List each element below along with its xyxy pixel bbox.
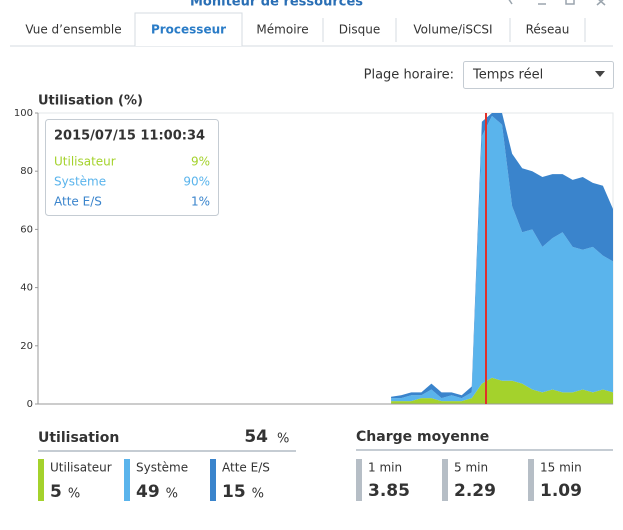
load-bar: [528, 459, 534, 501]
area-2: [391, 113, 613, 399]
y-tick-label: 0: [27, 399, 33, 410]
area-1: [391, 115, 613, 402]
window-controls[interactable]: [508, 0, 606, 6]
usage-unit: %: [252, 487, 264, 502]
load-name: 15 min: [540, 461, 582, 475]
window-title: Moniteur de ressources: [190, 0, 363, 10]
y-tick-label: 40: [20, 283, 33, 294]
tooltip-name: Atte E/S: [54, 195, 102, 209]
tab[interactable]: Vue d’ensemble: [25, 23, 121, 37]
usage-unit: %: [166, 487, 178, 502]
y-tick-label: 60: [20, 224, 33, 235]
tooltip-name: Système: [54, 175, 106, 189]
usage-name: Utilisateur: [50, 461, 112, 475]
load-value: 1.09: [540, 481, 582, 501]
usage-name: Système: [136, 461, 188, 475]
load-value: 3.85: [368, 481, 410, 501]
y-tick-label: 100: [14, 108, 33, 119]
active-tab: [134, 12, 243, 46]
time-range-label: Plage horaire:: [364, 68, 454, 83]
time-range-select[interactable]: [463, 61, 614, 89]
chart-title: Utilisation (%): [38, 94, 143, 109]
tab[interactable]: Disque: [339, 23, 380, 37]
usage-bar: [210, 459, 216, 501]
utilisation-title: Utilisation: [38, 430, 119, 446]
usage-unit: %: [68, 487, 80, 502]
usage-bar: [38, 459, 44, 501]
tooltip-value: 90%: [183, 175, 210, 189]
time-range-value: Temps réel: [472, 68, 543, 83]
tab[interactable]: Réseau: [526, 23, 570, 37]
load-title: Charge moyenne: [356, 429, 489, 445]
load-value: 2.29: [454, 481, 496, 501]
load-bar: [442, 459, 448, 501]
tooltip-name: Utilisateur: [54, 155, 116, 169]
tooltip-value: 9%: [191, 155, 210, 169]
y-tick-label: 80: [20, 166, 33, 177]
usage-value: 49: [136, 482, 160, 502]
tab[interactable]: Mémoire: [256, 23, 308, 37]
load-name: 5 min: [454, 461, 488, 475]
tab[interactable]: Volume/iSCSI: [413, 23, 492, 37]
tooltip-time: 2015/07/15 11:00:34: [54, 129, 205, 144]
usage-value: 5: [50, 482, 62, 502]
tooltip-value: 1%: [191, 195, 210, 209]
load-name: 1 min: [368, 461, 402, 475]
usage-name: Atte E/S: [222, 461, 270, 475]
usage-value: 15: [222, 482, 246, 502]
tooltip: [45, 119, 219, 216]
y-tick-label: 20: [20, 341, 33, 352]
load-bar: [356, 459, 362, 501]
utilisation-unit: %: [277, 432, 289, 447]
usage-bar: [124, 459, 130, 501]
utilisation-total: 54: [244, 427, 268, 447]
area-0: [391, 377, 613, 404]
tab[interactable]: Processeur: [151, 23, 226, 37]
dropdown-arrow: [595, 71, 605, 77]
